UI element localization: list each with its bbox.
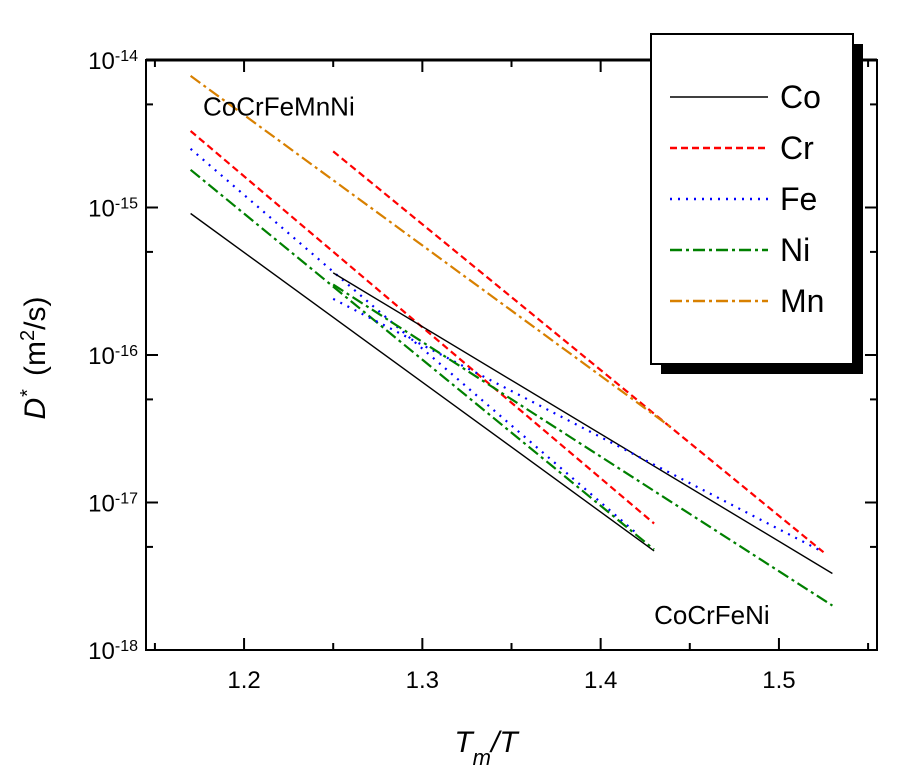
axis-ticks [146, 59, 877, 651]
y-tick-label: 10-14 [88, 48, 138, 76]
series-line-ni-cocrfemnni [332, 283, 833, 607]
y-axis-title: D*(m2/s) [17, 297, 52, 420]
legend: Co Cr Fe Ni Mn [650, 33, 863, 374]
y-tick-label: 10-15 [88, 195, 138, 223]
axis-tick-labels: 1.2 1.3 1.4 1.5 10-18 10-17 10-16 10-15 10-14 [88, 48, 795, 695]
legend-label-mn: Mn [780, 283, 824, 319]
series-line-mn-cocrfemnni [189, 75, 673, 429]
x-tick-label: 1.3 [406, 667, 439, 694]
legend-label-co: Co [780, 79, 821, 115]
y-tick-label: 10-18 [88, 638, 138, 666]
legend-label-cr: Cr [780, 130, 814, 166]
series-line-cr-cocrfemnni [332, 150, 825, 554]
x-tick-label: 1.5 [762, 667, 795, 694]
y-tick-label: 10-17 [88, 490, 138, 518]
series-line-fe-cocrfeni [189, 147, 638, 534]
series-line-co-cocrfemnni [332, 272, 833, 575]
annotations: CoCrFeMnNi CoCrFeNi [203, 92, 770, 630]
x-tick-label: 1.4 [584, 667, 617, 694]
series-lines [189, 75, 833, 607]
series-line-ni-cocrfeni [189, 168, 655, 551]
x-tick-label: 1.2 [227, 667, 260, 694]
series-line-co-cocrfeni [190, 212, 655, 552]
legend-label-ni: Ni [780, 232, 810, 268]
x-axis-title: Tm/T [454, 726, 520, 770]
y-tick-label: 10-16 [88, 343, 138, 371]
legend-label-fe: Fe [780, 181, 817, 217]
annotation-label: CoCrFeNi [654, 600, 770, 630]
annotation-label: CoCrFeMnNi [203, 92, 355, 122]
